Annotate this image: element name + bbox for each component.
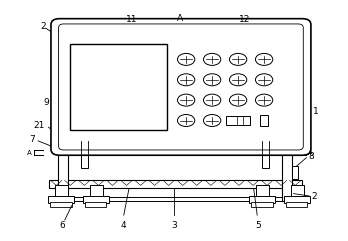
Bar: [70, 44, 167, 130]
Text: 1: 1: [313, 107, 318, 116]
Bar: [83, 196, 109, 203]
Bar: [90, 185, 103, 197]
Circle shape: [255, 54, 273, 65]
Circle shape: [204, 74, 221, 86]
Circle shape: [177, 74, 195, 86]
Text: A: A: [177, 14, 183, 23]
Text: 2: 2: [311, 192, 317, 201]
Bar: [50, 202, 72, 208]
Bar: [48, 196, 74, 203]
Text: 2: 2: [40, 22, 46, 31]
Bar: [292, 166, 298, 179]
Text: 12: 12: [238, 15, 250, 24]
Circle shape: [204, 94, 221, 106]
Text: A: A: [307, 150, 312, 156]
Circle shape: [204, 114, 221, 127]
Text: 4: 4: [121, 221, 127, 230]
Bar: [262, 150, 269, 168]
Circle shape: [204, 54, 221, 65]
Text: 11: 11: [126, 15, 138, 24]
Text: A: A: [27, 150, 32, 156]
Bar: [226, 116, 250, 125]
Bar: [286, 202, 307, 208]
Text: 6: 6: [60, 221, 65, 230]
Circle shape: [229, 54, 247, 65]
Bar: [251, 202, 273, 208]
FancyBboxPatch shape: [51, 19, 311, 155]
Circle shape: [177, 114, 195, 127]
Text: 21: 21: [33, 121, 44, 130]
Circle shape: [229, 94, 247, 106]
Text: 8: 8: [308, 152, 314, 161]
Circle shape: [255, 74, 273, 86]
Bar: [81, 150, 88, 168]
Circle shape: [177, 94, 195, 106]
Circle shape: [229, 74, 247, 86]
Text: 5: 5: [255, 221, 261, 230]
Bar: [282, 150, 292, 201]
Text: 9: 9: [44, 98, 49, 107]
Bar: [256, 185, 269, 197]
Bar: [49, 181, 302, 187]
Bar: [60, 142, 302, 153]
Bar: [58, 150, 68, 201]
Bar: [260, 115, 268, 126]
Bar: [55, 185, 68, 197]
Circle shape: [255, 94, 273, 106]
Bar: [49, 197, 302, 201]
Text: 3: 3: [171, 221, 177, 230]
Bar: [284, 196, 310, 203]
Bar: [249, 196, 275, 203]
Bar: [291, 185, 304, 197]
Text: 7: 7: [29, 135, 35, 144]
Circle shape: [177, 54, 195, 65]
Bar: [85, 202, 106, 208]
